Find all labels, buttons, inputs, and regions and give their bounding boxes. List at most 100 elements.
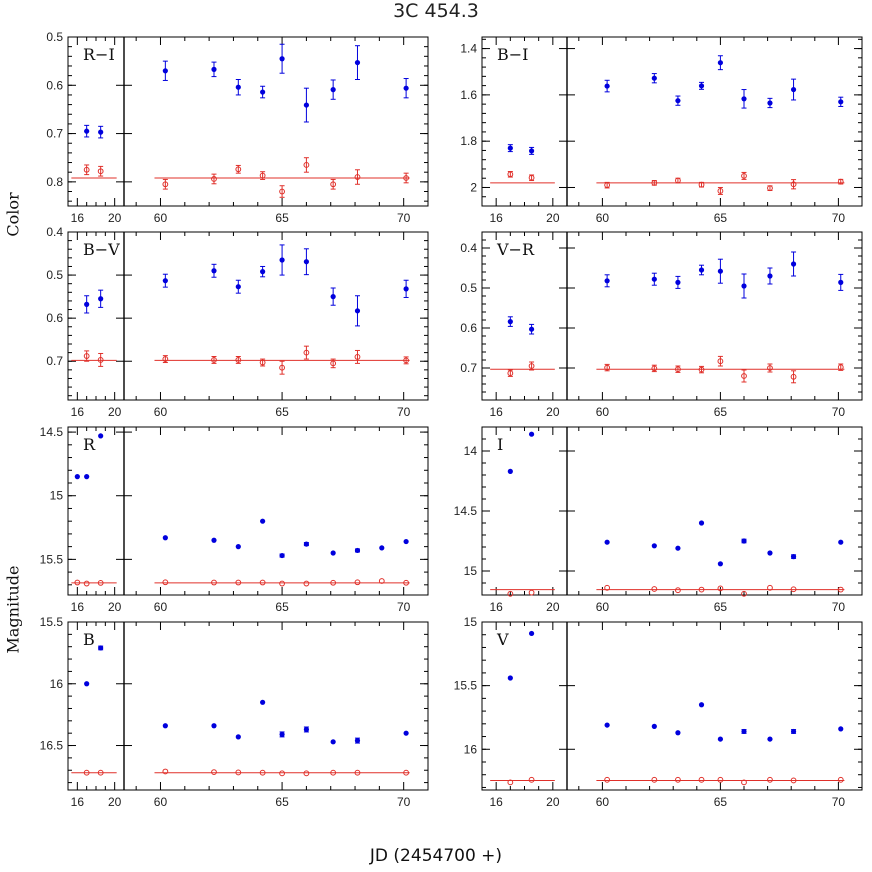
data-point-comparison [741, 173, 747, 179]
data-point-target [790, 86, 797, 93]
panel-frame [67, 231, 429, 401]
data-point-target [235, 284, 241, 290]
data-point-comparison [790, 181, 797, 188]
y-tick-label: 0.6 [46, 311, 63, 325]
data-point-target [211, 723, 217, 729]
data-point-comparison [162, 356, 169, 362]
x-tick-label: 60 [596, 795, 610, 809]
panel-label: V [496, 630, 509, 649]
data-point-target [235, 734, 241, 740]
data-point-target [838, 279, 844, 285]
data-point-target [330, 550, 336, 556]
data-point-target [379, 545, 385, 551]
data-point-comparison [97, 769, 104, 776]
data-point-comparison [303, 580, 310, 587]
x-tick-label: 70 [397, 795, 411, 809]
data-point-target [303, 102, 309, 108]
panel-label: B [83, 630, 95, 649]
data-point-comparison [303, 349, 310, 356]
x-tick-label: 65 [275, 405, 289, 419]
data-point-comparison [698, 366, 705, 373]
y-tick-label: 16 [50, 677, 64, 691]
data-point-target [507, 319, 513, 325]
data-point-target [790, 261, 797, 267]
y-tick-label: 16 [464, 742, 478, 756]
data-point-target [741, 728, 747, 735]
data-point-comparison [741, 779, 747, 786]
data-point-target [303, 726, 309, 733]
data-point-comparison [235, 357, 242, 363]
x-tick-label: 20 [546, 211, 560, 225]
data-point-comparison [83, 769, 90, 776]
data-point-comparison [259, 769, 266, 776]
data-point-comparison [354, 174, 361, 180]
data-point-comparison [74, 579, 81, 586]
data-point-comparison [378, 578, 385, 584]
data-point-comparison [767, 365, 773, 371]
data-point-comparison [675, 366, 681, 373]
data-point-comparison [717, 776, 724, 783]
data-point-comparison [97, 168, 104, 175]
data-point-comparison [403, 769, 410, 776]
y-tick-label: 0.6 [46, 78, 63, 92]
data-point-target [84, 474, 90, 480]
data-point-comparison [528, 589, 535, 596]
y-tick-label: 0.4 [46, 225, 63, 239]
data-point-target [403, 286, 409, 292]
data-point-comparison [717, 188, 724, 194]
data-point-target [98, 433, 104, 439]
data-point-target [528, 630, 535, 637]
data-point-target [717, 561, 724, 567]
data-point-comparison [528, 174, 535, 181]
x-tick-label: 16 [489, 600, 503, 614]
data-point-target [98, 129, 104, 135]
data-point-target [84, 301, 90, 307]
x-tick-label: 16 [71, 795, 85, 809]
y-tick-label: 0.5 [460, 281, 477, 295]
data-point-target [767, 550, 773, 556]
y-tick-label: 0.7 [46, 127, 63, 141]
data-point-target [651, 723, 657, 729]
panel-label: I [497, 435, 503, 454]
x-tick-label: 70 [832, 600, 846, 614]
data-point-target [790, 728, 797, 735]
x-tick-label: 60 [154, 795, 168, 809]
data-point-target [354, 59, 361, 66]
data-point-target [604, 278, 610, 284]
data-point-comparison [330, 181, 337, 188]
y-axis-label-magnitude: Magnitude [3, 565, 23, 654]
panel-b: 15.5 16 16.5 16 20 60 65 70 B [40, 615, 429, 809]
y-tick-label: 0.6 [460, 321, 477, 335]
data-point-comparison [211, 769, 217, 775]
data-point-target [354, 737, 361, 744]
data-point-comparison [717, 358, 724, 365]
y-tick-label: 1.8 [460, 134, 477, 148]
data-point-comparison [528, 363, 535, 369]
y-tick-label: 2 [470, 180, 477, 194]
data-point-target [211, 537, 217, 543]
data-point-comparison [259, 172, 266, 179]
data-point-target [741, 283, 747, 289]
data-point-target [260, 699, 266, 705]
data-point-comparison [604, 776, 611, 783]
data-point-target [84, 128, 90, 134]
x-tick-label: 65 [275, 795, 289, 809]
data-point-comparison [83, 580, 90, 587]
y-tick-label: 14.5 [454, 504, 478, 518]
data-point-target [717, 268, 724, 274]
data-point-target [162, 68, 168, 74]
data-point-comparison [162, 579, 169, 586]
data-point-target [604, 83, 610, 89]
x-tick-label: 60 [596, 211, 610, 225]
x-tick-label: 20 [546, 600, 560, 614]
y-tick-label: 15.5 [454, 679, 478, 693]
data-point-comparison [279, 364, 285, 371]
x-tick-label: 16 [489, 405, 503, 419]
data-point-target [279, 731, 285, 738]
y-tick-label: 15.5 [40, 552, 64, 566]
x-tick-label: 70 [832, 405, 846, 419]
data-point-target [651, 75, 657, 81]
data-point-comparison [97, 580, 104, 586]
y-tick-label: 1.4 [460, 42, 477, 56]
data-point-comparison [403, 175, 410, 181]
